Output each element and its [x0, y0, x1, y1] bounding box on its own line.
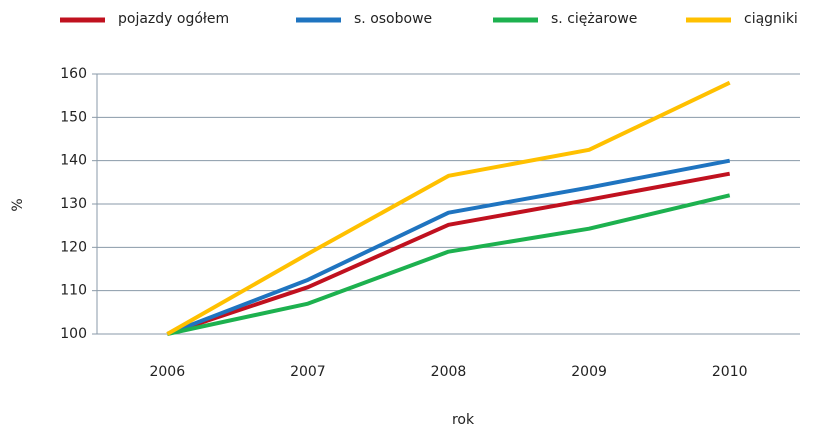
y-tick-label: 110	[60, 283, 87, 299]
y-axis-label: %	[10, 198, 26, 211]
x-tick-label: 2006	[149, 364, 185, 380]
x-tick-label: 2007	[290, 364, 326, 380]
y-tick-label: 160	[60, 66, 87, 82]
y-tick-label: 130	[60, 196, 87, 212]
series-line	[166, 80, 731, 336]
series-line	[166, 193, 731, 336]
series-line	[166, 158, 731, 336]
legend-label: ciągniki	[744, 11, 798, 27]
y-tick-label: 140	[60, 153, 87, 169]
x-tick-label: 2009	[571, 364, 607, 380]
y-tick-label: 150	[60, 109, 87, 125]
x-tick-label: 2010	[712, 364, 748, 380]
x-tick-label: 2008	[431, 364, 467, 380]
series-line	[166, 171, 731, 336]
legend-label: s. osobowe	[354, 11, 432, 27]
y-tick-label: 120	[60, 239, 87, 255]
legend-label: s. ciężarowe	[551, 11, 637, 27]
legend-label: pojazdy ogółem	[118, 11, 229, 27]
y-tick-label: 100	[60, 326, 87, 342]
x-axis-label: rok	[452, 412, 475, 428]
